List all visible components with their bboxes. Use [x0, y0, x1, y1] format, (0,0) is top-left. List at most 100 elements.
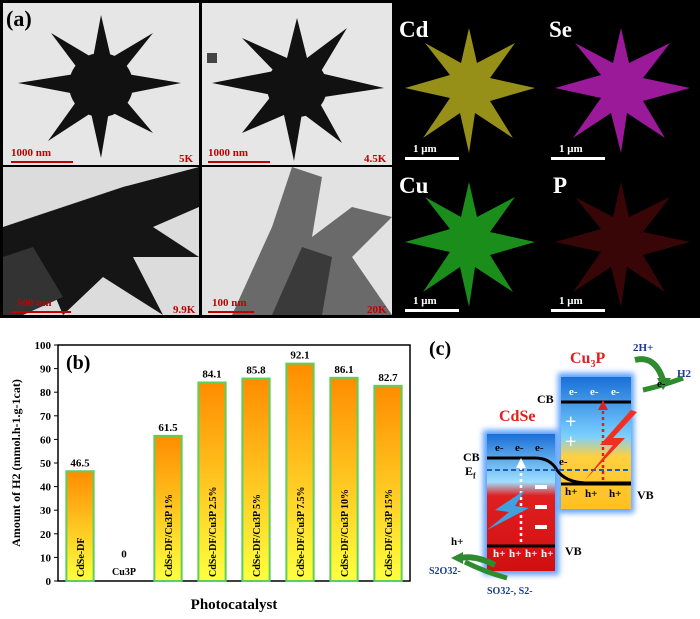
hole-label: h+ [565, 486, 578, 498]
plus-icon: + [565, 431, 576, 453]
electron-label: e- [495, 442, 504, 454]
value-label: 61.5 [158, 422, 178, 434]
element-distribution [555, 182, 690, 307]
scale-bar-label: 1000 nm [11, 147, 52, 159]
hole-label: h+ [585, 488, 598, 500]
y-tick-label: 60 [40, 434, 52, 446]
tem-image-4: 100 nm 20K [202, 167, 392, 315]
reduction-arrow [642, 375, 684, 393]
arrow-head-icon [451, 552, 463, 564]
arrow-head-icon [598, 400, 608, 410]
value-label: 86.1 [334, 364, 353, 376]
tem-image-1: 1000 nm 5K [3, 3, 199, 165]
y-tick-label: 30 [40, 505, 52, 517]
scale-bar [405, 309, 459, 312]
element-label: Se [549, 17, 572, 42]
cdse-label: CdSe [499, 408, 536, 425]
hole-label: h+ [451, 536, 464, 548]
minus-icon [535, 505, 547, 509]
cdse-cb-label: CB [463, 450, 480, 464]
element-label: Cd [399, 17, 429, 42]
category-label: Cu3P [112, 567, 136, 578]
scale-bar [405, 157, 459, 160]
electron-label: e- [590, 386, 599, 398]
y-tick-label: 80 [40, 387, 52, 399]
y-tick-label: 90 [40, 364, 52, 376]
arrow-head-icon [516, 458, 526, 468]
magnification-label: 4.5K [364, 153, 387, 165]
hole-label: h+ [509, 548, 522, 560]
cu3p-cb-label: CB [537, 392, 554, 406]
minus-icon [535, 485, 547, 489]
scale-bar [208, 161, 270, 163]
bar-chart: 0 10 20 30 40 50 60 70 80 90 100 46.5 CdSe-DF 0 Cu3P 61… [9, 340, 411, 613]
electron-label: e- [515, 442, 524, 454]
scale-bar-label: 1 μm [413, 143, 437, 155]
reduction-arrow [634, 356, 666, 382]
light-icon [487, 490, 529, 530]
cu3p-label: Cu3P [570, 350, 606, 371]
scale-bar-label: 1 μm [559, 143, 583, 155]
category-label: CdSe-DF/Cu3P 2.5% [208, 486, 219, 577]
electron-label: e- [569, 386, 578, 398]
scale-bar [208, 311, 254, 313]
cdse-cb-line [487, 456, 631, 485]
oxidation-arrow [460, 554, 497, 568]
sacrificial-agent-label: SO32-, S2- [487, 586, 533, 597]
value-label: 84.1 [202, 369, 221, 381]
element-label: P [553, 173, 568, 198]
bar [285, 362, 315, 583]
scale-bar-label: 100 nm [212, 297, 247, 309]
x-axis-title: Photocatalyst [191, 597, 278, 613]
scale-bar [551, 309, 605, 312]
category-label: CdSe-DF [76, 538, 87, 577]
scale-bar-label: 1000 nm [208, 147, 249, 159]
electron-label: e- [657, 378, 666, 390]
bar [329, 376, 359, 582]
map-cu: Cu 1 μm [395, 167, 543, 315]
value-label: 0 [121, 548, 127, 560]
panel-c: (c) [425, 320, 700, 619]
electron-label: e- [535, 442, 544, 454]
map-cd: Cd 1 μm [395, 3, 543, 165]
scale-bar [551, 157, 605, 160]
element-distribution [405, 28, 535, 153]
cdse-vb-label: VB [565, 544, 582, 558]
dendrite-image [3, 3, 199, 165]
scale-bar [11, 161, 73, 163]
scale-bar-label: 1 μm [559, 295, 583, 307]
element-label: Cu [399, 173, 429, 198]
y-axis-title: Amount of H2 (mmol.h-1.g-1cat) [9, 379, 23, 547]
magnification-label: 9.9K [173, 304, 196, 315]
plus-icon: + [565, 411, 576, 433]
y-tick-label: 100 [35, 340, 52, 352]
dendrite-image [202, 3, 392, 165]
magnification-label: 20K [367, 304, 387, 315]
cu3p-vb-label: VB [637, 488, 654, 502]
value-label: 85.8 [246, 365, 266, 377]
y-tick-label: 20 [40, 529, 52, 541]
bar [153, 434, 183, 582]
value-label: 46.5 [70, 457, 90, 469]
minus-icon [535, 525, 547, 529]
hole-label: h+ [493, 548, 506, 560]
y-tick-label: 0 [46, 576, 52, 588]
magnification-label: 5K [179, 153, 194, 165]
category-label: CdSe-DF/Cu3P 7.5% [296, 486, 307, 577]
y-tick-label: 50 [40, 458, 52, 470]
category-label: CdSe-DF/Cu3P 1% [164, 494, 175, 577]
element-distribution [405, 182, 535, 307]
dendrite-image [3, 167, 199, 315]
panel-a-label: (a) [6, 6, 32, 31]
fermi-level-label: Ef [465, 464, 476, 481]
bar [65, 470, 95, 582]
y-tick-label: 10 [40, 552, 52, 564]
tem-image-2: 1000 nm 4.5K [202, 3, 392, 165]
element-distribution [555, 28, 690, 153]
electron-label: e- [559, 456, 568, 468]
value-label: 82.7 [378, 372, 398, 384]
category-label: CdSe-DF/Cu3P 15% [384, 489, 395, 577]
map-se: Se 1 μm [545, 3, 697, 165]
category-label: CdSe-DF/Cu3P 5% [252, 494, 263, 577]
hydrogen-label: H2 [677, 368, 692, 380]
